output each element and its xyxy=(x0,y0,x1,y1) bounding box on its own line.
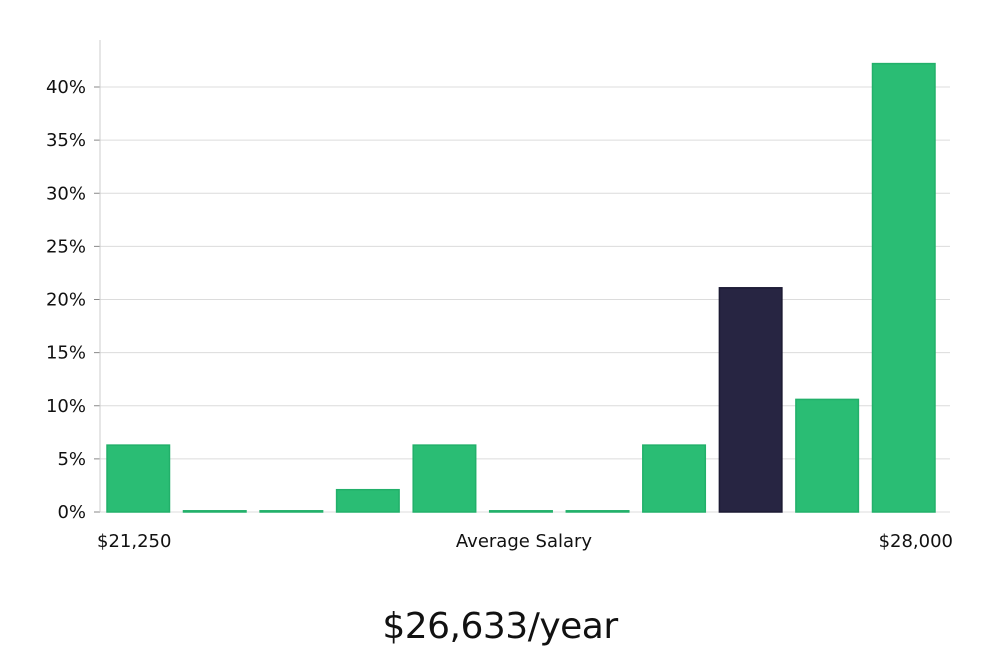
bar xyxy=(871,62,936,513)
bar xyxy=(335,488,400,513)
grid-lines xyxy=(100,86,950,513)
y-tick-label: 25% xyxy=(46,236,86,257)
bar xyxy=(182,510,247,513)
bar xyxy=(642,444,707,513)
bar-series xyxy=(106,62,936,513)
y-tick-label: 10% xyxy=(46,396,86,417)
bar xyxy=(488,510,553,513)
bar xyxy=(412,444,477,513)
chart-canvas: 0% 5% 10% 15% 20% 25% 30% 35% 40% $21,250 Averag… xyxy=(46,40,953,552)
y-tick-label: 30% xyxy=(46,183,86,204)
y-tick-label: 35% xyxy=(46,130,86,151)
bar xyxy=(259,510,324,513)
bar xyxy=(795,398,860,513)
bar xyxy=(106,444,171,513)
y-tick-label: 0% xyxy=(57,502,86,523)
y-tick-label: 15% xyxy=(46,343,86,364)
x-min-label: $21,250 xyxy=(97,531,171,552)
average-salary-summary: $26,633/year xyxy=(382,606,618,647)
bar-highlighted xyxy=(718,287,783,513)
axes xyxy=(94,40,101,513)
y-tick-labels: 0% 5% 10% 15% 20% 25% 30% 35% 40% xyxy=(46,77,86,523)
x-axis-labels: $21,250 Average Salary $28,000 xyxy=(97,531,953,552)
y-tick-label: 5% xyxy=(57,449,86,470)
x-max-label: $28,000 xyxy=(879,531,953,552)
x-axis-title: Average Salary xyxy=(456,531,593,552)
y-tick-label: 20% xyxy=(46,290,86,311)
y-tick-label: 40% xyxy=(46,77,86,98)
salary-histogram: 0% 5% 10% 15% 20% 25% 30% 35% 40% $21,250 Averag… xyxy=(46,40,953,552)
bar xyxy=(565,510,630,513)
